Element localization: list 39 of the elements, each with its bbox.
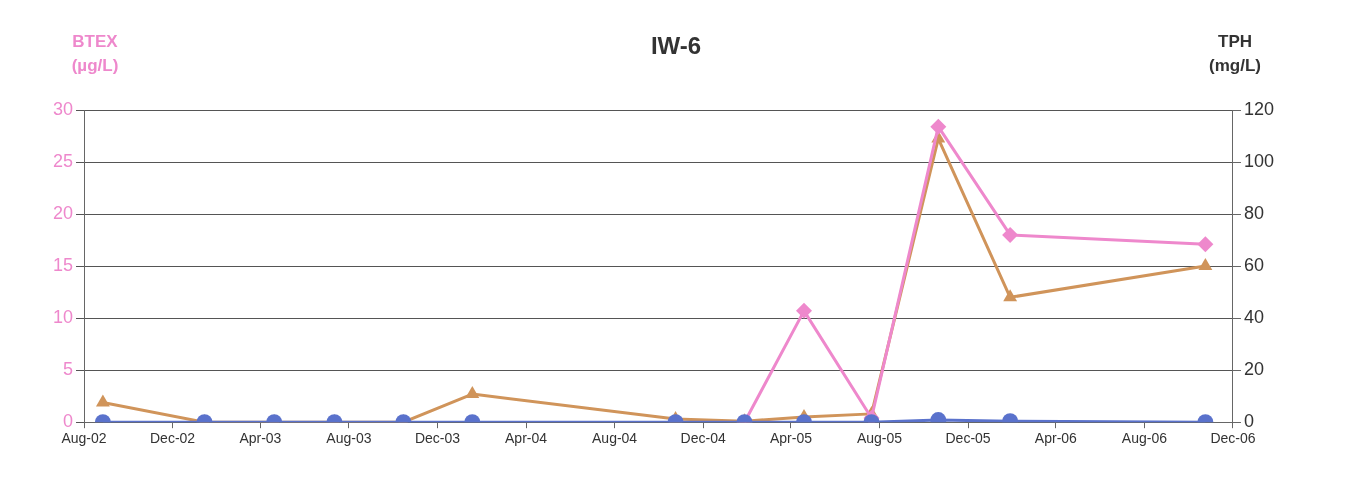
point	[1197, 236, 1214, 253]
x-tick-label: Dec-06	[1210, 430, 1256, 447]
y-tick-label: 5	[63, 359, 74, 380]
point	[465, 386, 480, 399]
point	[1002, 226, 1019, 243]
x-tick-label: Dec-03	[414, 430, 461, 447]
x-tick-label: Apr-03	[239, 430, 282, 447]
y-tick-label: 20	[52, 203, 74, 224]
y2-tick-label: 40	[1243, 307, 1264, 328]
y2-axis-title: TPH (mg/L)	[1208, 31, 1262, 77]
y2-tick-label: 120	[1243, 98, 1275, 119]
x-tick-label: Apr-05	[769, 430, 813, 447]
y-tick-label: 30	[52, 98, 74, 119]
y-tick-label: 0	[63, 411, 74, 432]
point	[930, 118, 947, 135]
x-tick-label: Aug-03	[326, 430, 372, 447]
x-tick-label: Apr-06	[1034, 430, 1078, 447]
y2-tick-label: 60	[1243, 255, 1264, 276]
x-tick-label: Dec-04	[680, 430, 726, 447]
x-tick-label: Aug-04	[592, 430, 638, 447]
chart-title: IW-6	[650, 32, 702, 59]
y2-tick-label: 0	[1243, 411, 1254, 432]
y-tick-label: 15	[52, 255, 74, 276]
x-tick-label: Aug-02	[61, 430, 107, 447]
x-tick-label: Dec-05	[945, 430, 991, 447]
point	[1198, 258, 1213, 271]
point	[1003, 289, 1018, 302]
point	[796, 302, 813, 319]
point	[95, 394, 110, 407]
y-tick-label: 25	[52, 151, 74, 171]
x-tick-label: Apr-04	[505, 430, 548, 447]
y-axis-title: BTEX (µg/L)	[70, 31, 120, 77]
x-tick-label: Aug-06	[1121, 430, 1168, 447]
y2-tick-label: 20	[1243, 359, 1264, 380]
x-tick-label: Aug-05	[856, 430, 903, 447]
y-tick-label: 10	[52, 307, 74, 328]
x-tick-label: Dec-02	[150, 430, 196, 447]
y2-tick-label: 100	[1243, 151, 1275, 171]
y2-tick-label: 80	[1243, 203, 1264, 224]
